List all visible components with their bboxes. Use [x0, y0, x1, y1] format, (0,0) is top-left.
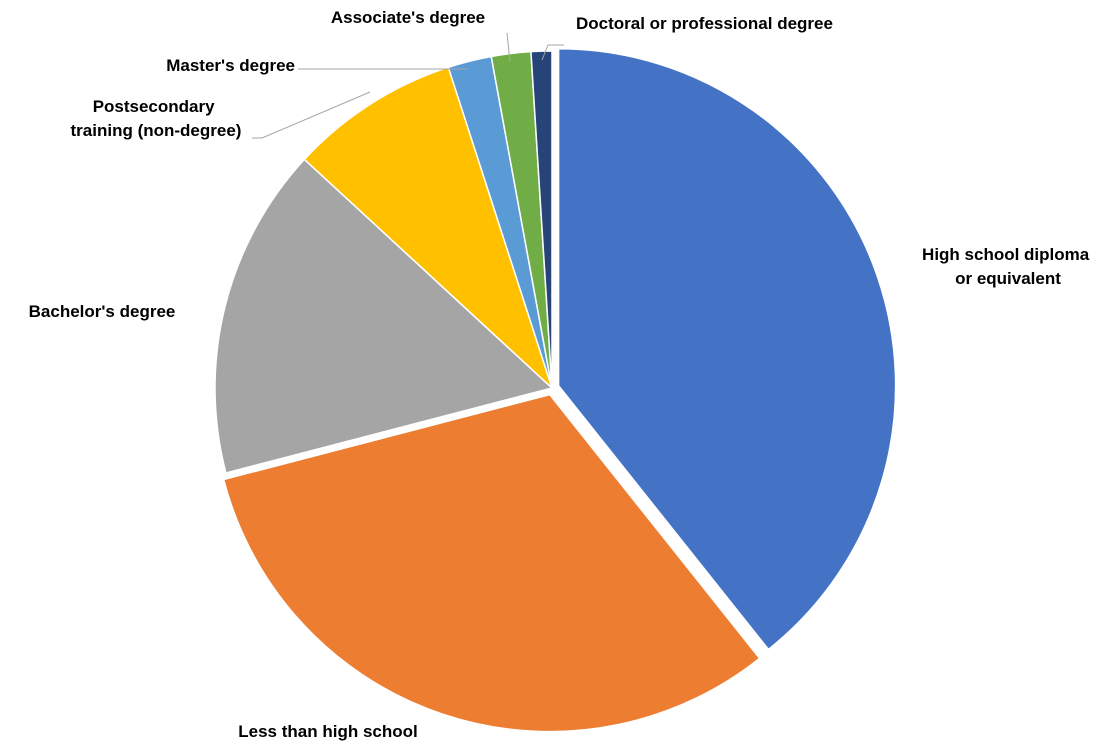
label-doctoral: Doctoral or professional degree [576, 14, 833, 33]
label-high-school: High school diploma or equivalent [922, 245, 1094, 288]
slice-less-than-high-school [222, 393, 761, 733]
slice-high-school-diploma [557, 47, 897, 651]
label-less-than-high-school: Less than high school [238, 722, 417, 741]
label-associates: Associate's degree [331, 8, 485, 27]
leader-line-doctoral [541, 44, 564, 61]
leader-lines [252, 32, 564, 139]
slice-postsecondary-training [303, 66, 554, 391]
slice-doctoral-degree [530, 50, 553, 389]
label-bachelors: Bachelor's degree [29, 302, 176, 321]
slice-labels: High school diploma or equivalent Less t… [29, 8, 1094, 741]
slice-bachelors-degree [214, 158, 554, 474]
leader-line-associates [506, 32, 511, 63]
leader-line-postsecondary [252, 91, 371, 139]
label-masters: Master's degree [166, 56, 295, 75]
label-postsecondary: Postsecondary training (non-degree) [71, 97, 242, 140]
pie-slices [214, 47, 897, 733]
